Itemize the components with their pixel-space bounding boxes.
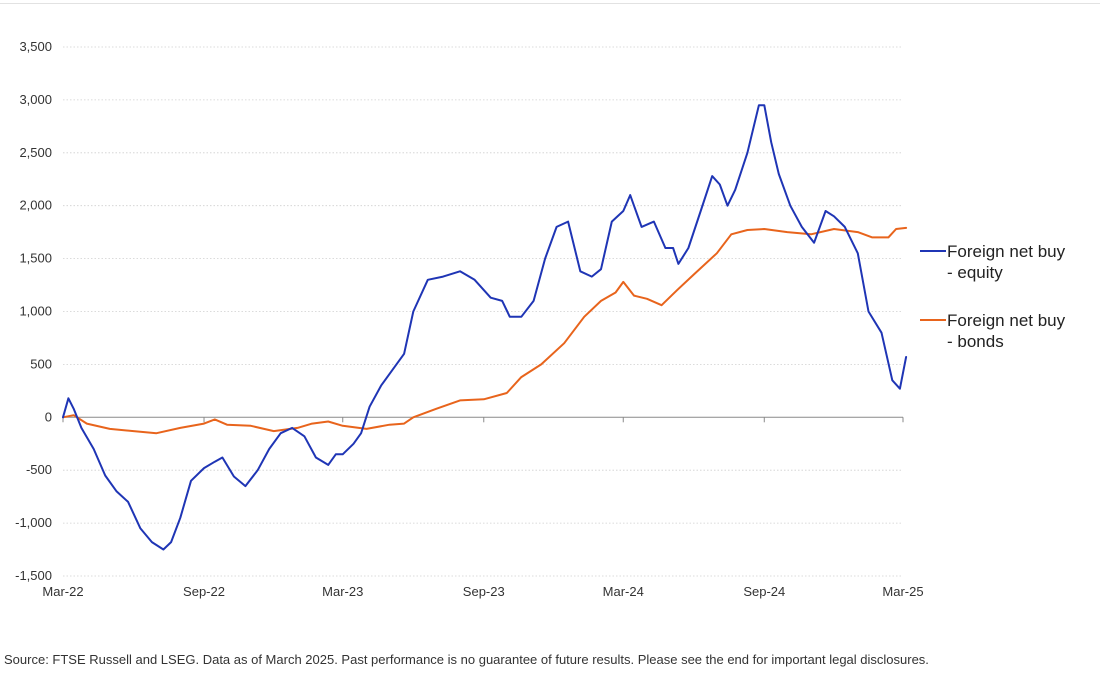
y-tick-label: 1,000 bbox=[19, 304, 52, 319]
y-tick-label: -1,500 bbox=[15, 568, 52, 583]
series-layer bbox=[62, 104, 908, 551]
source-note: Source: FTSE Russell and LSEG. Data as o… bbox=[4, 652, 929, 667]
y-tick-label: 3,500 bbox=[19, 39, 52, 54]
legend-label: Foreign net buy bbox=[947, 242, 1066, 261]
x-tick-label: Sep-23 bbox=[463, 584, 505, 599]
x-tick-label: Mar-25 bbox=[882, 584, 923, 599]
legend-label: - bonds bbox=[947, 332, 1004, 351]
y-tick-label: 500 bbox=[30, 356, 52, 371]
x-tick-label: Mar-22 bbox=[42, 584, 83, 599]
line-chart: 3,500 3,000 2,500 2,000 1,500 1,000 500 0 -500 -1… bbox=[15, 39, 1066, 599]
y-tick-label: 0 bbox=[45, 409, 52, 424]
y-tick-label: -1,000 bbox=[15, 515, 52, 530]
x-tick-label: Sep-24 bbox=[743, 584, 785, 599]
x-axis: Mar-22 Sep-22 Mar-23 Sep-23 Mar-24 Sep-24 Mar-… bbox=[42, 416, 924, 599]
y-tick-label: 1,500 bbox=[19, 251, 52, 266]
y-tick-label: -500 bbox=[26, 462, 52, 477]
legend-label: - equity bbox=[947, 263, 1003, 282]
y-axis: 3,500 3,000 2,500 2,000 1,500 1,000 500 0 -500 -1… bbox=[15, 39, 52, 583]
x-tick-label: Mar-24 bbox=[603, 584, 644, 599]
y-tick-label: 2,500 bbox=[19, 145, 52, 160]
x-tick-label: Sep-22 bbox=[183, 584, 225, 599]
y-tick-label: 3,000 bbox=[19, 92, 52, 107]
top-divider bbox=[0, 3, 1100, 4]
gridlines bbox=[63, 46, 903, 577]
legend-label: Foreign net buy bbox=[947, 311, 1066, 330]
legend: Foreign net buy - equity Foreign net buy - … bbox=[920, 242, 1066, 351]
y-tick-label: 2,000 bbox=[19, 198, 52, 213]
series-line-bonds bbox=[62, 226, 908, 435]
x-tick-label: Mar-23 bbox=[322, 584, 363, 599]
series-line-equity bbox=[62, 104, 908, 551]
